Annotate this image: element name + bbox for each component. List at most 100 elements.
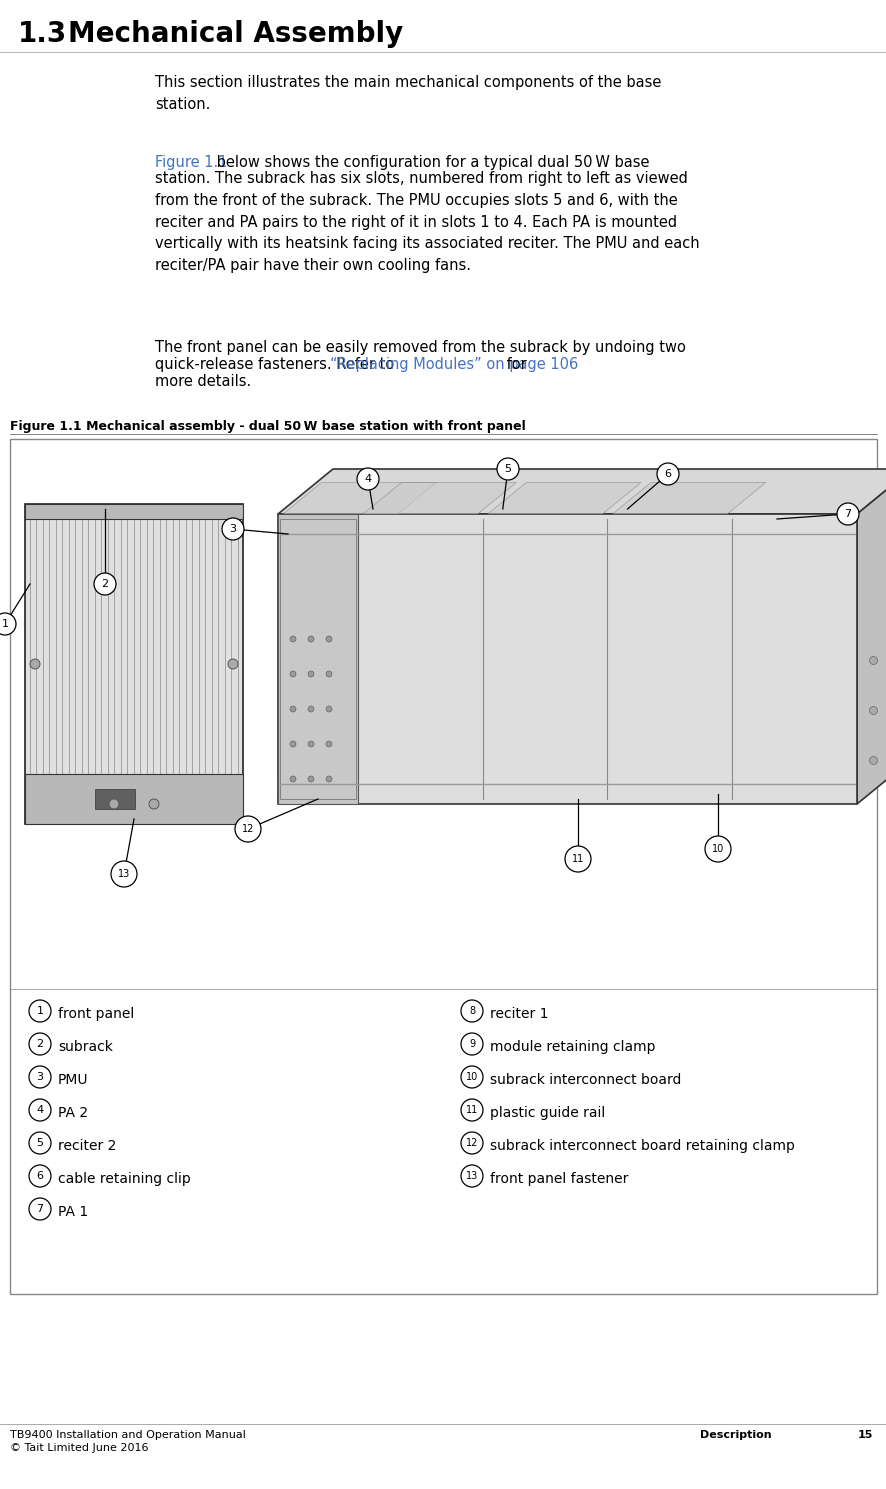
Text: 3: 3 bbox=[36, 1072, 43, 1083]
Text: reciter 2: reciter 2 bbox=[58, 1139, 116, 1152]
Bar bbox=[25, 774, 243, 823]
Circle shape bbox=[111, 861, 136, 887]
Circle shape bbox=[564, 846, 590, 873]
Text: 3: 3 bbox=[229, 524, 237, 535]
Circle shape bbox=[461, 1033, 483, 1056]
Circle shape bbox=[0, 613, 16, 634]
Polygon shape bbox=[362, 482, 516, 514]
Text: reciter 1: reciter 1 bbox=[489, 1007, 548, 1021]
Text: “Replacing Modules” on page 106: “Replacing Modules” on page 106 bbox=[330, 357, 578, 372]
Circle shape bbox=[326, 706, 331, 712]
Circle shape bbox=[29, 1066, 51, 1088]
Circle shape bbox=[307, 742, 314, 747]
Text: quick-release fasteners. Refer to: quick-release fasteners. Refer to bbox=[155, 357, 399, 372]
Text: © Tait Limited June 2016: © Tait Limited June 2016 bbox=[10, 1443, 148, 1453]
Circle shape bbox=[290, 706, 296, 712]
Circle shape bbox=[356, 468, 378, 490]
Text: cable retaining clip: cable retaining clip bbox=[58, 1172, 190, 1187]
Text: 13: 13 bbox=[118, 870, 130, 879]
Text: 9: 9 bbox=[469, 1039, 475, 1048]
Text: PA 2: PA 2 bbox=[58, 1106, 88, 1120]
Circle shape bbox=[868, 706, 876, 715]
Text: 2: 2 bbox=[36, 1039, 43, 1048]
Circle shape bbox=[307, 636, 314, 642]
Polygon shape bbox=[283, 482, 436, 514]
Text: subrack interconnect board retaining clamp: subrack interconnect board retaining cla… bbox=[489, 1139, 794, 1152]
Circle shape bbox=[868, 756, 876, 764]
Circle shape bbox=[307, 776, 314, 782]
Text: 15: 15 bbox=[857, 1429, 873, 1440]
Text: PA 1: PA 1 bbox=[58, 1205, 88, 1219]
Text: Figure 1.1: Figure 1.1 bbox=[10, 420, 82, 433]
Text: plastic guide rail: plastic guide rail bbox=[489, 1106, 604, 1120]
Polygon shape bbox=[612, 482, 765, 514]
Circle shape bbox=[29, 1199, 51, 1219]
Polygon shape bbox=[487, 482, 641, 514]
Circle shape bbox=[30, 660, 40, 669]
Circle shape bbox=[461, 1066, 483, 1088]
Text: module retaining clamp: module retaining clamp bbox=[489, 1039, 655, 1054]
Text: below shows the configuration for a typical dual 50 W base: below shows the configuration for a typi… bbox=[212, 155, 649, 170]
Text: subrack interconnect board: subrack interconnect board bbox=[489, 1074, 680, 1087]
Circle shape bbox=[461, 1099, 483, 1121]
Circle shape bbox=[29, 1033, 51, 1056]
Circle shape bbox=[326, 636, 331, 642]
Text: 2: 2 bbox=[101, 579, 108, 590]
Text: 12: 12 bbox=[465, 1138, 478, 1148]
Circle shape bbox=[326, 742, 331, 747]
Circle shape bbox=[326, 776, 331, 782]
Bar bbox=[25, 503, 243, 520]
Text: 4: 4 bbox=[364, 474, 371, 484]
Circle shape bbox=[109, 800, 119, 809]
Text: Figure 1.1: Figure 1.1 bbox=[155, 155, 227, 170]
Text: The front panel can be easily removed from the subrack by undoing two: The front panel can be easily removed fr… bbox=[155, 339, 685, 354]
Circle shape bbox=[222, 518, 244, 541]
Polygon shape bbox=[277, 469, 886, 514]
Circle shape bbox=[29, 1164, 51, 1187]
Text: 10: 10 bbox=[465, 1072, 478, 1083]
Circle shape bbox=[496, 459, 518, 479]
Text: 6: 6 bbox=[664, 469, 671, 479]
Circle shape bbox=[290, 636, 296, 642]
Text: 13: 13 bbox=[465, 1170, 478, 1181]
Text: 7: 7 bbox=[36, 1205, 43, 1214]
Text: 5: 5 bbox=[36, 1138, 43, 1148]
Bar bbox=[25, 503, 243, 823]
Circle shape bbox=[307, 672, 314, 677]
Text: This section illustrates the main mechanical components of the base
station.: This section illustrates the main mechan… bbox=[155, 74, 661, 112]
Circle shape bbox=[29, 1001, 51, 1021]
Text: 11: 11 bbox=[571, 855, 584, 864]
Text: Description: Description bbox=[699, 1429, 771, 1440]
Text: for: for bbox=[501, 357, 526, 372]
Bar bbox=[277, 514, 856, 804]
Text: station. The subrack has six slots, numbered from right to left as viewed
from t: station. The subrack has six slots, numb… bbox=[155, 171, 699, 272]
Text: 7: 7 bbox=[843, 509, 851, 520]
Circle shape bbox=[657, 463, 679, 485]
Text: 8: 8 bbox=[469, 1007, 475, 1015]
Text: Mechanical assembly - dual 50 W base station with front panel: Mechanical assembly - dual 50 W base sta… bbox=[73, 420, 525, 433]
Text: front panel fastener: front panel fastener bbox=[489, 1172, 627, 1187]
Circle shape bbox=[461, 1132, 483, 1154]
Bar bbox=[10, 439, 876, 1294]
Text: subrack: subrack bbox=[58, 1039, 113, 1054]
Text: PMU: PMU bbox=[58, 1074, 89, 1087]
Circle shape bbox=[868, 657, 876, 664]
Bar bbox=[95, 789, 135, 809]
Bar bbox=[280, 520, 355, 800]
Text: 4: 4 bbox=[36, 1105, 43, 1115]
Circle shape bbox=[461, 1001, 483, 1021]
Text: 11: 11 bbox=[465, 1105, 478, 1115]
Circle shape bbox=[326, 672, 331, 677]
Polygon shape bbox=[856, 469, 886, 804]
Bar bbox=[277, 514, 358, 804]
Circle shape bbox=[290, 672, 296, 677]
Text: 10: 10 bbox=[711, 844, 723, 855]
Circle shape bbox=[836, 503, 858, 526]
Text: 1: 1 bbox=[36, 1007, 43, 1015]
Text: 1: 1 bbox=[2, 619, 9, 628]
Circle shape bbox=[235, 816, 260, 841]
Circle shape bbox=[461, 1164, 483, 1187]
Circle shape bbox=[290, 742, 296, 747]
Text: Mechanical Assembly: Mechanical Assembly bbox=[68, 19, 403, 48]
Circle shape bbox=[290, 776, 296, 782]
